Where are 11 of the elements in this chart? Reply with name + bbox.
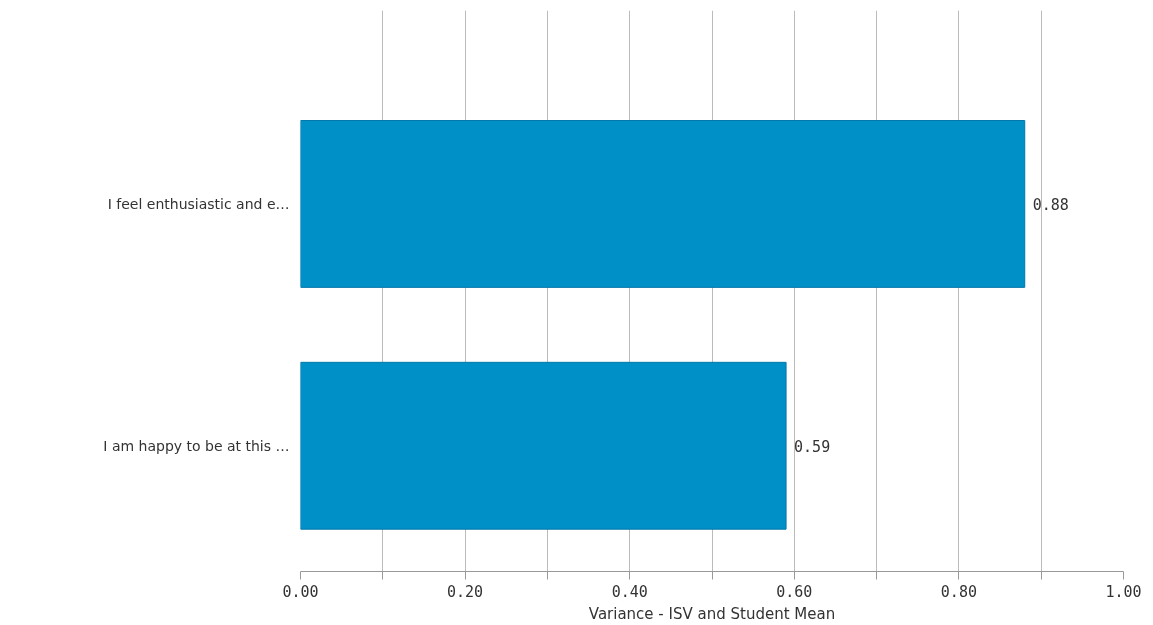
- x-tick-label: 0.80: [940, 582, 977, 601]
- y-tick-label: I am happy to be at this …: [103, 437, 290, 454]
- x-tick-label: 1.00: [1105, 582, 1142, 601]
- x-axis-title: Variance - ISV and Student Mean: [588, 604, 836, 623]
- data-label: 0.88: [1032, 195, 1069, 214]
- x-tick-label: 0.20: [447, 582, 484, 601]
- x-tick-label: 0.40: [611, 582, 648, 601]
- data-label: 0.59: [794, 437, 831, 456]
- x-tick-label: 0.00: [282, 582, 319, 601]
- y-tick-label: I feel enthusiastic and e…: [107, 195, 290, 212]
- x-tick-label: 0.60: [776, 582, 813, 601]
